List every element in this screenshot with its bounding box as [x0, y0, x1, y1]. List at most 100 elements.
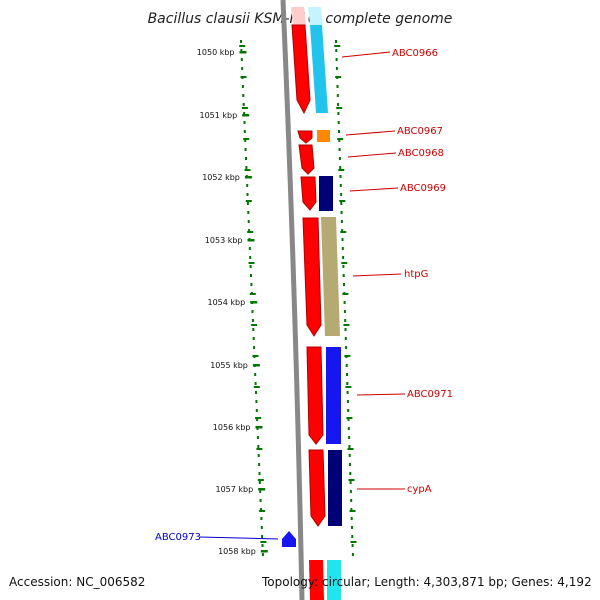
track-dot — [351, 544, 354, 547]
track-mark — [255, 417, 262, 419]
track-dot — [245, 157, 247, 160]
track-dot — [250, 274, 252, 277]
gene-arrow-abc0971[interactable] — [306, 346, 324, 445]
tick-tracks — [239, 40, 357, 556]
track-mark — [240, 76, 247, 78]
track-dot — [338, 148, 341, 151]
gene-arrow-abc0966[interactable] — [291, 24, 311, 115]
track-dot — [350, 499, 353, 502]
track-mark — [259, 510, 266, 512]
gene-arrow-cypa[interactable] — [308, 449, 326, 527]
gene-label-abc0973[interactable]: ABC0973 — [155, 532, 201, 543]
gene-faded-top — [291, 7, 306, 25]
track-dot — [255, 400, 258, 403]
gene-arrow-abc0973[interactable] — [282, 531, 296, 547]
track-dot — [342, 265, 345, 268]
cds-bar-cypa[interactable] — [328, 450, 342, 526]
track-mark — [337, 138, 344, 140]
track-mark — [339, 200, 346, 202]
track-dot — [253, 346, 256, 349]
gene-arrow-htpg[interactable] — [302, 217, 322, 337]
track-dot — [350, 517, 353, 520]
track-mark — [241, 107, 248, 109]
gene-label-abc0971[interactable]: ABC0971 — [407, 389, 453, 400]
track-dot — [339, 166, 342, 169]
track-dot — [343, 310, 346, 313]
gene-arrow-abc0967[interactable] — [297, 130, 313, 144]
cds-bar-abc0967[interactable] — [317, 130, 330, 142]
gene-label-abc0968[interactable]: ABC0968 — [398, 148, 444, 159]
kbp-tick-label: 1052 kbp — [202, 173, 240, 182]
gene-label-abc0967[interactable]: ABC0967 — [397, 126, 443, 137]
track-dot — [261, 553, 264, 556]
track-mark — [334, 45, 341, 47]
track-dot — [343, 301, 346, 304]
accession-text: Accession: NC_006582 — [9, 575, 145, 589]
track-dot — [351, 526, 353, 529]
track-dot — [338, 139, 341, 142]
kbp-tick-label: 1054 kbp — [207, 298, 245, 307]
track-dot — [346, 391, 349, 394]
kbp-tick-mark — [255, 426, 263, 429]
cds-bar-abc0966[interactable] — [310, 25, 328, 113]
track-dot — [335, 67, 338, 70]
kbp-tick-label: 1055 kbp — [210, 361, 248, 370]
track-mark — [349, 510, 356, 512]
track-dot — [337, 103, 340, 106]
track-dot — [251, 310, 254, 313]
kbp-scale: 1050 kbp 1051 kbp 1052 kbp 1053 kbp 1054 kbp… — [197, 48, 268, 556]
kbp-tick-mark — [250, 301, 258, 304]
track-dot — [349, 490, 352, 493]
cds-bar-bottom — [327, 560, 341, 600]
track-dot — [348, 454, 351, 457]
track-mark — [256, 448, 263, 450]
track-dot — [240, 49, 243, 52]
track-dot — [351, 535, 354, 538]
track-mark — [338, 169, 345, 171]
track-dot — [257, 445, 260, 448]
track-dot — [340, 202, 343, 205]
label-leaders — [341, 51, 406, 490]
track-dot — [337, 112, 340, 115]
track-mark — [251, 324, 258, 326]
kbp-tick-mark — [247, 239, 255, 242]
kbp-tick-mark — [244, 176, 252, 179]
kbp-tick-label: 1050 kbp — [197, 48, 235, 57]
track-dot — [335, 49, 338, 52]
gene-arrow-bottom — [309, 560, 324, 600]
track-dot — [342, 256, 345, 259]
track-dot — [242, 103, 245, 106]
gene-arrow-abc0969[interactable] — [300, 176, 317, 211]
cds-bar-abc0969[interactable] — [319, 176, 333, 211]
gene-label-abc0969[interactable]: ABC0969 — [400, 183, 446, 194]
track-dot — [254, 382, 257, 385]
track-dot — [244, 148, 247, 151]
track-dot — [248, 247, 251, 250]
track-mark — [335, 76, 342, 78]
track-mark — [243, 138, 250, 140]
kbp-tick-mark — [258, 488, 266, 491]
track-dot — [240, 40, 242, 43]
track-dot — [258, 481, 261, 484]
kbp-tick-label: 1057 kbp — [215, 485, 253, 494]
track-mark — [350, 541, 357, 543]
track-dot — [340, 220, 343, 223]
track-dot — [247, 211, 250, 214]
track-mark — [336, 107, 343, 109]
track-mark — [342, 293, 349, 295]
kbp-tick-label: 1053 kbp — [205, 236, 243, 245]
track-dot — [260, 517, 263, 520]
track-mark — [348, 479, 355, 481]
gene-label-abc0966[interactable]: ABC0966 — [392, 48, 438, 59]
gene-arrow-abc0968[interactable] — [298, 144, 315, 175]
track-mark — [239, 45, 246, 47]
track-dot — [252, 337, 255, 340]
cds-bar-htpg[interactable] — [321, 217, 340, 336]
track-dot — [337, 121, 340, 124]
track-mark — [257, 479, 264, 481]
gene-label-cypa[interactable]: cypA — [407, 484, 432, 495]
cds-bar-abc0971[interactable] — [326, 347, 341, 444]
label-leader-abc0973 — [199, 536, 279, 540]
gene-label-htpg[interactable]: htpG — [404, 269, 428, 280]
